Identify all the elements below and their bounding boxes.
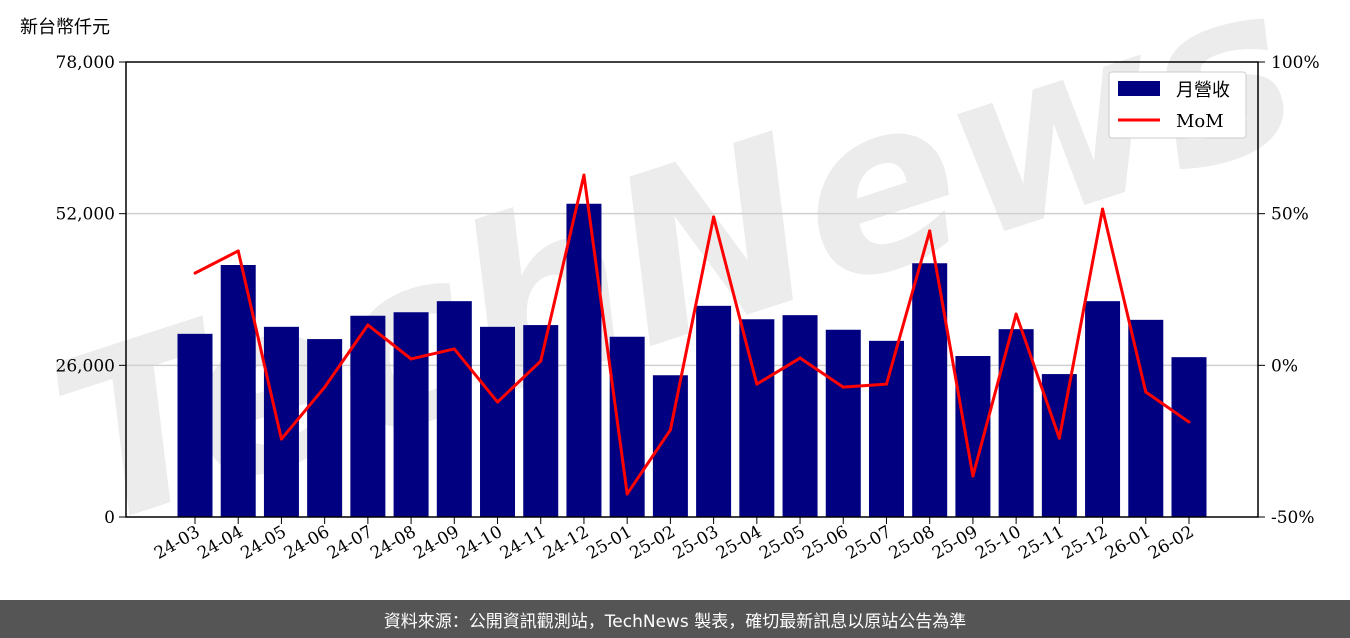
footer-source: 資料來源：公開資訊觀測站，TechNews 製表，確切最新訊息以原站公告為準 bbox=[0, 600, 1350, 638]
y-axis-label: 新台幣仟元 bbox=[20, 17, 110, 38]
bar-24-10 bbox=[480, 326, 516, 517]
legend-label-revenue: 月營收 bbox=[1176, 80, 1230, 101]
y-tick-label: 0 bbox=[104, 508, 115, 528]
x-tick-label: 24-10 bbox=[454, 522, 506, 564]
mom-point-24-07 bbox=[366, 323, 370, 327]
plot-frame bbox=[125, 61, 1259, 518]
revenue-chart: TechNews 新台幣仟元 026,00052,00078,000-50%0%… bbox=[20, 0, 1326, 580]
x-tick-label: 25-04 bbox=[713, 522, 765, 564]
mom-point-25-04 bbox=[755, 382, 759, 386]
bar-25-12 bbox=[1085, 301, 1121, 517]
legend-swatch-revenue bbox=[1118, 81, 1160, 96]
x-tick-label: 25-07 bbox=[843, 522, 895, 564]
legend: 月營收 MoM bbox=[1108, 71, 1247, 139]
mom-point-25-07 bbox=[884, 382, 888, 386]
mom-point-25-08 bbox=[928, 229, 932, 233]
x-tick-label: 25-08 bbox=[886, 522, 938, 564]
mom-point-24-09 bbox=[452, 347, 456, 351]
x-tick-label: 24-07 bbox=[324, 522, 376, 564]
x-tick-label: 26-01 bbox=[1102, 522, 1154, 564]
bar-25-07 bbox=[868, 340, 904, 517]
y2-tick-label: 100% bbox=[1271, 53, 1320, 73]
bar-26-01 bbox=[1128, 319, 1164, 517]
x-tick-label: 24-11 bbox=[497, 522, 549, 564]
x-tick-label: 24-09 bbox=[410, 522, 462, 564]
mom-point-25-09 bbox=[971, 474, 975, 478]
x-tick-label: 24-12 bbox=[540, 522, 592, 564]
bar-24-11 bbox=[523, 325, 559, 517]
mom-point-26-02 bbox=[1187, 420, 1191, 424]
x-tick-label: 25-11 bbox=[1015, 522, 1067, 564]
x-tick-label: 25-06 bbox=[799, 522, 851, 564]
x-tick-label: 25-10 bbox=[972, 522, 1024, 564]
bar-25-05 bbox=[782, 315, 818, 517]
y-tick-label: 26,000 bbox=[56, 356, 115, 376]
mom-point-25-05 bbox=[798, 356, 802, 360]
mom-point-25-03 bbox=[712, 215, 716, 219]
mom-point-24-06 bbox=[323, 385, 327, 389]
mom-point-25-06 bbox=[841, 385, 845, 389]
bar-25-11 bbox=[1041, 374, 1077, 517]
mom-point-25-10 bbox=[1014, 312, 1018, 316]
x-tick-label: 25-02 bbox=[626, 522, 678, 564]
bar-25-03 bbox=[696, 305, 732, 517]
bar-24-05 bbox=[263, 326, 299, 517]
mom-point-24-05 bbox=[279, 437, 283, 441]
y2-tick-label: 0% bbox=[1271, 356, 1298, 376]
y2-tick-label: 50% bbox=[1271, 205, 1309, 225]
x-tick-label: 25-09 bbox=[929, 522, 981, 564]
mom-point-24-08 bbox=[409, 357, 413, 361]
bar-25-04 bbox=[739, 319, 775, 517]
x-tick-label: 24-08 bbox=[367, 522, 419, 564]
bar-24-08 bbox=[393, 312, 429, 517]
x-tick-label: 24-06 bbox=[281, 522, 333, 564]
bar-24-06 bbox=[307, 339, 343, 517]
legend-label-mom: MoM bbox=[1176, 111, 1224, 132]
mom-point-24-11 bbox=[539, 359, 543, 363]
mom-point-24-12 bbox=[582, 173, 586, 177]
y-tick-label: 52,000 bbox=[56, 205, 115, 225]
mom-point-24-10 bbox=[496, 400, 500, 404]
x-tick-label: 25-03 bbox=[670, 522, 722, 564]
bar-25-06 bbox=[825, 329, 861, 517]
mom-point-25-02 bbox=[668, 428, 672, 432]
mom-point-25-11 bbox=[1057, 436, 1061, 440]
mom-point-25-01 bbox=[625, 492, 629, 496]
bar-24-03 bbox=[177, 333, 213, 517]
x-tick-label: 26-02 bbox=[1145, 522, 1197, 564]
mom-point-24-04 bbox=[236, 249, 240, 253]
bar-24-07 bbox=[350, 315, 386, 517]
bar-24-12 bbox=[566, 203, 602, 517]
bar-26-02 bbox=[1171, 357, 1207, 517]
x-tick-label: 25-05 bbox=[756, 522, 808, 564]
mom-point-24-03 bbox=[193, 271, 197, 275]
x-tick-label: 25-01 bbox=[583, 522, 635, 564]
bar-25-09 bbox=[955, 356, 991, 517]
mom-point-26-01 bbox=[1144, 390, 1148, 394]
y2-tick-label: -50% bbox=[1271, 508, 1315, 528]
y-tick-label: 78,000 bbox=[56, 53, 115, 73]
x-tick-label: 25-12 bbox=[1059, 522, 1111, 564]
mom-line bbox=[194, 173, 1190, 496]
mom-point-25-12 bbox=[1101, 207, 1105, 211]
bar-24-09 bbox=[436, 301, 472, 517]
